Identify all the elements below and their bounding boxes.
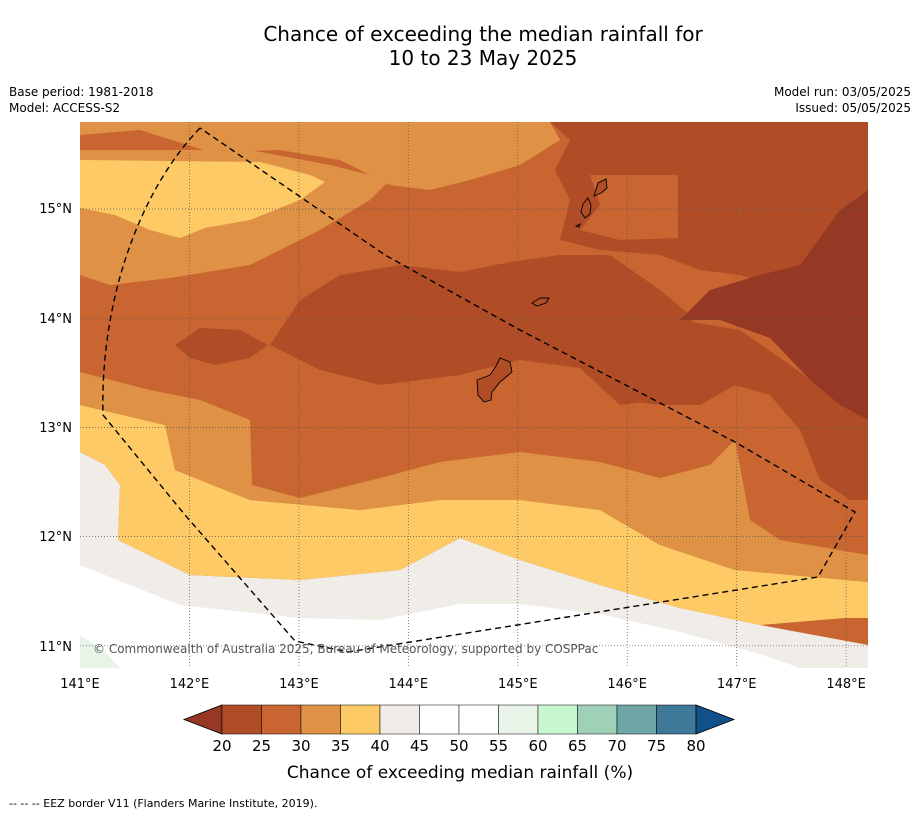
colorbar [182, 704, 736, 735]
rainfall-contours [80, 122, 868, 668]
islands [476, 178, 608, 403]
model-run: Model run: 03/05/2025 [773, 85, 911, 99]
colorbar-ticks: 20 25 30 35 40 45 50 55 60 65 70 75 80 [212, 737, 705, 755]
colorbar-tick-label: 30 [291, 737, 310, 755]
colorbar-swatch [656, 704, 697, 735]
colorbar-extend-high [695, 704, 736, 735]
lat-label-14: 14°N [39, 312, 72, 327]
colorbar-swatch [419, 704, 460, 735]
colorbar-tick-label: 35 [331, 737, 350, 755]
map-title: Chance of exceeding the median rainfall … [0, 22, 919, 70]
lon-label-144: 144°E [389, 677, 429, 692]
colorbar-tick-label: 60 [528, 737, 547, 755]
lat-label-12: 12°N [39, 530, 72, 545]
guam-island [476, 357, 513, 403]
colorbar-tick-label: 65 [568, 737, 587, 755]
lon-label-146: 146°E [607, 677, 647, 692]
colorbar-swatch [616, 704, 657, 735]
title-line-2: 10 to 23 May 2025 [388, 46, 578, 70]
saipan-island [593, 178, 608, 197]
colorbar-swatch [379, 704, 420, 735]
map-figure: © Commonwealth of Australia 2025, Bureau… [39, 122, 868, 783]
lat-label-11: 11°N [39, 640, 72, 655]
colorbar-swatch [537, 704, 578, 735]
contour-35-40-top [80, 122, 560, 190]
lon-label-145: 145°E [498, 677, 538, 692]
colorbar-tick-label: 55 [489, 737, 508, 755]
contour-25-30-west [175, 328, 268, 365]
model-name: Model: ACCESS-S2 [9, 101, 121, 115]
title-line-1: Chance of exceeding the median rainfall … [263, 22, 703, 46]
meta-left: Base period: 1981-2018 Model: ACCESS-S2 [9, 84, 154, 116]
colorbar-swatch [300, 704, 341, 735]
issued-date: Issued: 05/05/2025 [795, 101, 911, 115]
aguijan-island [574, 223, 581, 228]
lon-label-147: 147°E [717, 677, 757, 692]
rota-island [531, 297, 550, 307]
colorbar-swatch [498, 704, 539, 735]
base-period: Base period: 1981-2018 [9, 85, 154, 99]
lon-label-141: 141°E [60, 677, 100, 692]
colorbar-tick-label: 75 [647, 737, 666, 755]
colorbar-tick-label: 50 [449, 737, 468, 755]
eez-border [102, 127, 856, 653]
colorbar-tick-label: 20 [212, 737, 231, 755]
contour-20-25 [680, 122, 868, 420]
contour-25-30-north [550, 122, 868, 300]
lat-label-13: 13°N [39, 421, 72, 436]
colorbar-swatch [261, 704, 302, 735]
contour-35-40 [80, 372, 868, 582]
colorbar-tick-label: 45 [410, 737, 429, 755]
contour-40-45-upperleft [80, 160, 325, 238]
graticule [80, 122, 868, 668]
contour-50-55 [80, 565, 800, 668]
colorbar-tick-label: 40 [370, 737, 389, 755]
colorbar-tick-label: 70 [607, 737, 626, 755]
lon-tick-labels: 141°E 142°E 143°E 144°E 145°E 146°E 147°… [60, 677, 866, 692]
contour-55-60 [80, 635, 120, 668]
tinian-island [580, 197, 592, 219]
lat-label-15: 15°N [39, 202, 72, 217]
lon-label-142: 142°E [170, 677, 210, 692]
contour-25-30-east [620, 320, 868, 500]
colorbar-swatch [221, 704, 262, 735]
eez-legend-note: -- -- -- EEZ border V11 (Flanders Marine… [9, 797, 318, 810]
lon-label-148: 148°E [826, 677, 866, 692]
contour-40-45 [80, 405, 868, 625]
colorbar-swatch [577, 704, 618, 735]
colorbar-swatch [340, 704, 381, 735]
colorbar-tick-label: 80 [686, 737, 705, 755]
colorbar-label: Chance of exceeding median rainfall (%) [287, 763, 633, 783]
colorbar-swatch [458, 704, 499, 735]
contour-30-35-northeast [580, 175, 678, 240]
meta-right: Model run: 03/05/2025 Issued: 05/05/2025 [774, 84, 911, 116]
contour-45-50 [80, 452, 868, 668]
lon-label-143: 143°E [279, 677, 319, 692]
colorbar-tick-label: 25 [252, 737, 271, 755]
copyright-text: © Commonwealth of Australia 2025, Bureau… [93, 642, 598, 656]
colorbar-extend-low [182, 704, 223, 735]
lat-tick-labels: 15°N 14°N 13°N 12°N 11°N [39, 202, 72, 655]
